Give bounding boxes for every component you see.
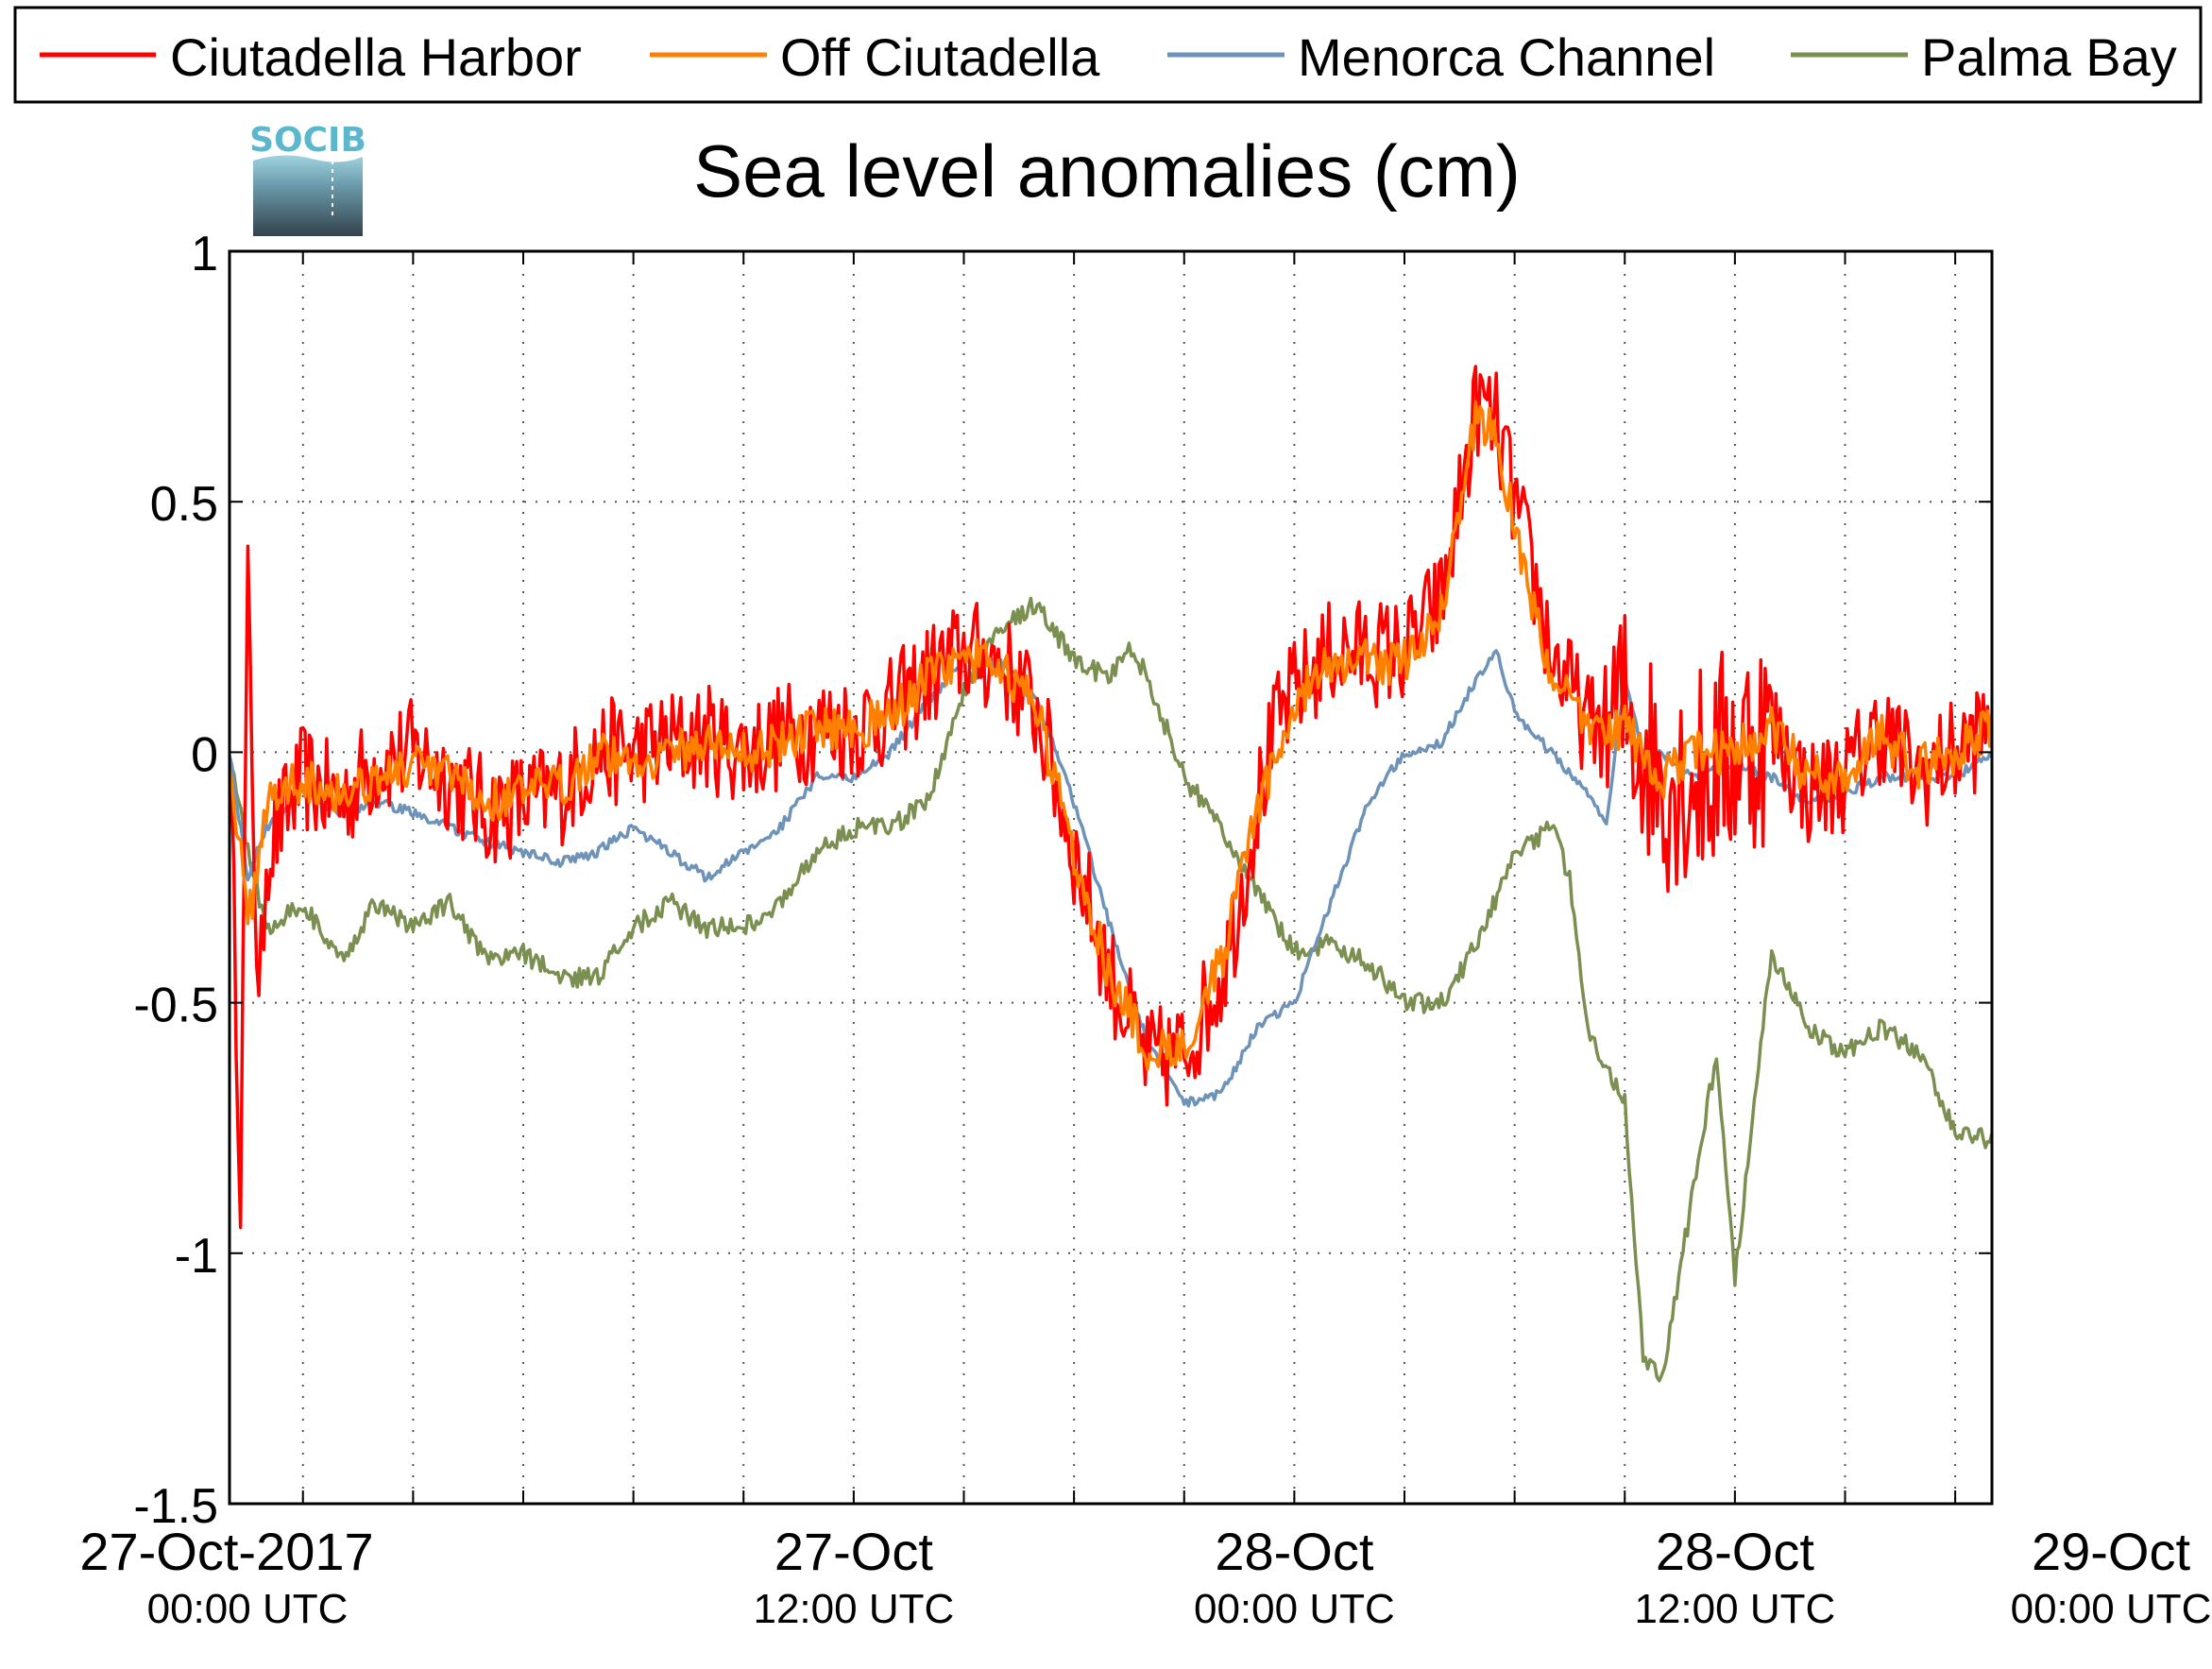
- legend: Ciutadella Harbor Off Ciutadella Menorca…: [13, 6, 2203, 104]
- y-tick-label-3: -0.5: [133, 979, 218, 1033]
- legend-entry-off-ciutadella: Off Ciutadella: [650, 27, 1100, 87]
- x-tick-label-date-4: 29-Oct: [2032, 1522, 2190, 1581]
- y-tick-label-5: -1.5: [133, 1479, 218, 1534]
- plot-frame: [228, 249, 1994, 1506]
- axis-ticks: [230, 250, 1992, 1505]
- series-line-ciutadella-harbor: [230, 365, 1992, 1230]
- socib-logo: SOCIB: [249, 121, 366, 236]
- chart-title: Sea level anomalies (cm): [693, 129, 1521, 213]
- x-tick-label-time-0: 00:00 UTC: [147, 1586, 349, 1632]
- socib-logo-text: SOCIB: [249, 121, 366, 160]
- legend-label-palma-bay: Palma Bay: [1921, 27, 2177, 87]
- y-tick-label-0: 1: [191, 227, 218, 281]
- series-group: [230, 365, 1992, 1383]
- x-tick-label-date-3: 28-Oct: [1656, 1522, 1814, 1581]
- y-tick-label-2: 0: [191, 727, 218, 782]
- x-tick-label-date-0: 27-Oct-2017: [79, 1522, 373, 1581]
- legend-entry-palma-bay: Palma Bay: [1791, 27, 2177, 87]
- legend-label-menorca-channel: Menorca Channel: [1298, 27, 1715, 87]
- legend-label-ciutadella-harbor: Ciutadella Harbor: [170, 27, 582, 87]
- y-tick-label-4: -1: [175, 1229, 218, 1284]
- legend-label-off-ciutadella: Off Ciutadella: [780, 27, 1100, 87]
- y-tick-label-1: 0.5: [150, 477, 218, 532]
- series-line-palma-bay: [230, 596, 1992, 1383]
- grid-lines: [230, 250, 1992, 1505]
- series-line-off-ciutadella: [230, 400, 1992, 1071]
- series-line-menorca-channel: [230, 649, 1992, 1108]
- x-tick-label-time-2: 00:00 UTC: [1194, 1586, 1395, 1632]
- x-tick-label-time-1: 12:00 UTC: [753, 1586, 954, 1632]
- x-tick-labels: 27-Oct-2017 00:00 UTC 27-Oct 12:00 UTC 28-Oc…: [79, 1522, 2211, 1632]
- x-tick-label-date-1: 27-Oct: [774, 1522, 933, 1581]
- x-tick-label-time-3: 12:00 UTC: [1634, 1586, 1835, 1632]
- x-tick-label-date-2: 28-Oct: [1215, 1522, 1373, 1581]
- plot-area: [230, 251, 1992, 1504]
- y-tick-labels: 1 0.5 0 -0.5 -1 -1.5: [133, 227, 218, 1534]
- x-tick-label-time-4: 00:00 UTC: [2011, 1586, 2212, 1632]
- legend-entry-menorca-channel: Menorca Channel: [1167, 27, 1715, 87]
- legend-entry-ciutadella-harbor: Ciutadella Harbor: [40, 27, 582, 87]
